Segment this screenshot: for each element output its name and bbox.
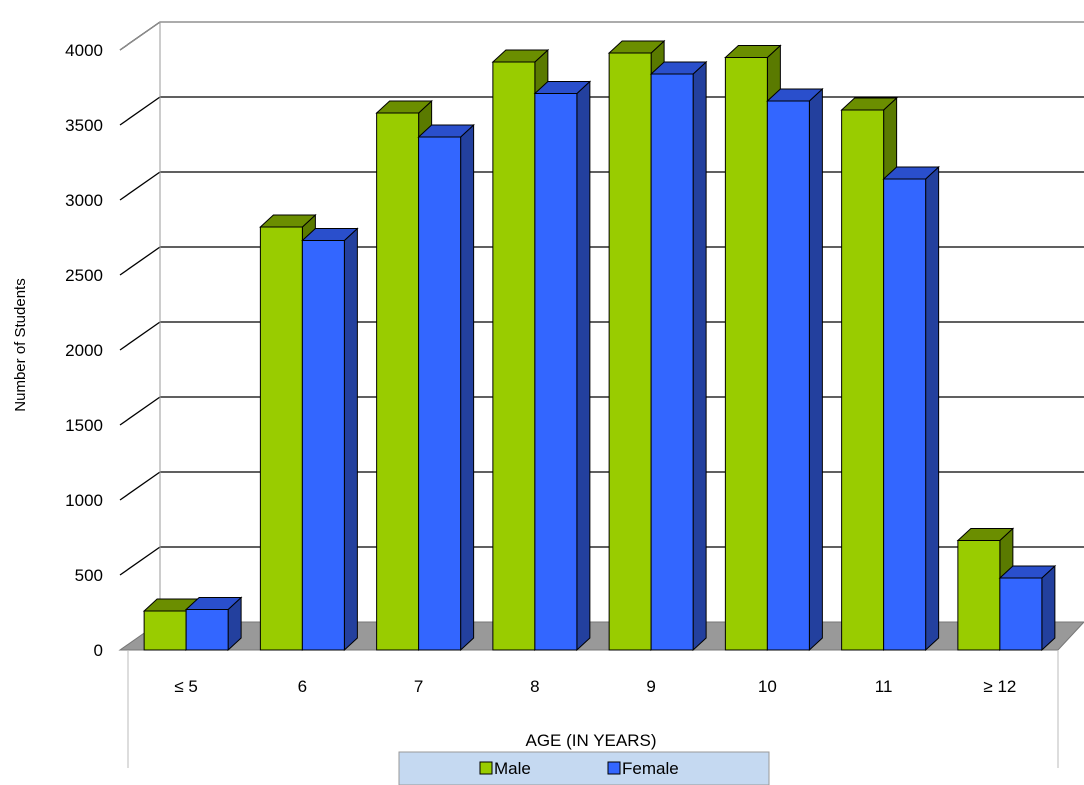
bar-front (841, 109, 885, 651)
y-tick-label: 2500 (65, 266, 103, 285)
category-label: ≥ 12 (983, 677, 1016, 696)
bar-female (301, 227, 359, 652)
bar-female (417, 123, 475, 652)
legend-label: Male (494, 759, 531, 778)
y-tick-label: 500 (75, 566, 103, 585)
y-tick-label: 3000 (65, 191, 103, 210)
bar-front (608, 52, 652, 651)
bar-female (766, 87, 824, 652)
bar-front (957, 540, 1001, 651)
bar-female (998, 564, 1057, 652)
bar-front (143, 610, 187, 651)
gridline-depth (119, 471, 161, 501)
bar-side (1041, 564, 1056, 652)
bar-front (492, 61, 536, 651)
y-tick-label: 3500 (65, 116, 103, 135)
bar-side (692, 60, 707, 652)
legend: Male Female (398, 751, 770, 785)
y-tick-label: 1000 (65, 491, 103, 510)
bar-side (925, 165, 940, 652)
bar-front (259, 226, 303, 651)
legend-box (398, 751, 770, 785)
bar-front (650, 73, 694, 651)
bar-front (376, 112, 420, 651)
x-axis-title: AGE (IN YEARS) (526, 731, 657, 750)
gridline-depth (119, 396, 161, 426)
bar-female (533, 80, 592, 652)
bar-front (999, 577, 1043, 651)
legend-swatch (479, 761, 493, 775)
bar-side (808, 87, 823, 652)
legend-label: Female (622, 759, 679, 778)
bar-front (301, 240, 345, 651)
category-frame (127, 650, 1059, 768)
side-wall-top (119, 21, 161, 51)
y-tick-label: 2000 (65, 341, 103, 360)
bar-front (185, 609, 229, 651)
bar-side (576, 80, 591, 652)
bar-front (724, 57, 768, 651)
bar-front (766, 100, 810, 651)
y-tick-label: 1500 (65, 416, 103, 435)
category-label: 10 (758, 677, 777, 696)
gridline-depth (119, 546, 161, 576)
gridline-depth (119, 171, 161, 201)
gridline-depth (119, 96, 161, 126)
bar-front (418, 136, 462, 651)
y-tick-labels: 0 500 1000 1500 2000 2500 3000 3500 4000 (65, 41, 103, 660)
bar-front (534, 93, 578, 651)
y-axis-title: Number of Students (12, 278, 29, 411)
bar-female (882, 165, 940, 652)
gridline-depth (119, 246, 161, 276)
bar-side (343, 227, 358, 652)
bar-female (184, 596, 243, 652)
category-label: 6 (298, 677, 307, 696)
category-label: 11 (875, 677, 893, 696)
bar-front (883, 178, 927, 651)
y-tick-label: 0 (94, 641, 103, 660)
gridline-depth (119, 321, 161, 351)
category-label: ≤ 5 (174, 677, 198, 696)
category-label: 7 (414, 677, 423, 696)
legend-swatch (607, 761, 621, 775)
bar-female (649, 60, 708, 652)
category-label: 9 (646, 677, 655, 696)
bars (142, 39, 1057, 652)
category-labels: ≤ 5 6 7 8 9 10 11 ≥ 12 (174, 677, 1016, 696)
category-label: 8 (530, 677, 539, 696)
bar-side (460, 123, 475, 652)
y-tick-label: 4000 (65, 41, 103, 60)
